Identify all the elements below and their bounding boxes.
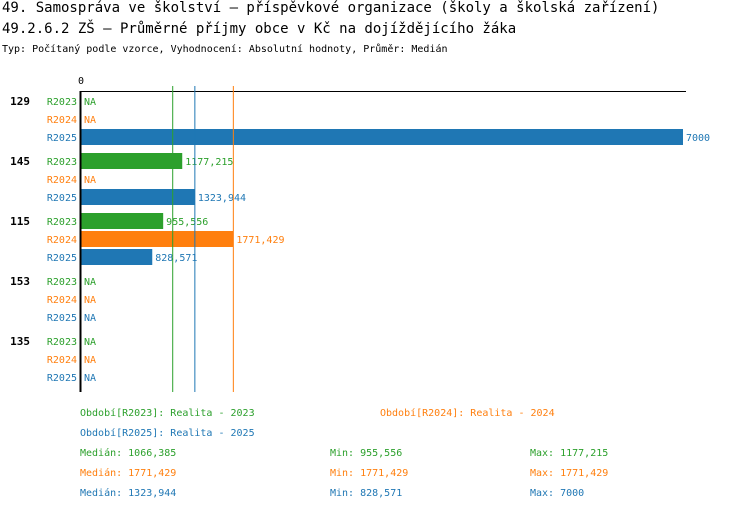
data-label: 828,571 [155,253,197,264]
data-label: NA [84,373,96,384]
chart-info: Typ: Počítaný podle vzorce, Vyhodnocení:… [2,44,448,55]
group-label: 153 [10,275,30,288]
series-label: R2024 [47,175,77,186]
legend-r2023: Období[R2023]: Realita - 2023 [80,408,255,419]
stat-max-r2025: Max: 7000 [530,488,585,499]
stat-median-r2023: Medián: 1066,385 [80,448,177,459]
bar [81,249,153,265]
bar [81,153,183,169]
series-label: R2023 [47,157,77,168]
stat-min-r2024: Min: 1771,429 [330,468,409,479]
stat-min-r2025: Min: 828,571 [330,488,403,499]
data-label: NA [84,97,96,108]
bar [81,213,164,229]
data-label: NA [84,175,96,186]
data-label: 1177,215 [185,157,233,168]
series-label: R2024 [47,355,77,366]
series-label: R2024 [47,115,77,126]
bar [81,129,683,145]
data-label: 1771,429 [236,235,284,246]
x-axis-zero-label: 0 [78,76,84,87]
group-label: 129 [10,95,30,108]
data-label: 7000 [686,133,710,144]
data-label: NA [84,115,96,126]
series-label: R2023 [47,97,77,108]
data-label: NA [84,313,96,324]
chart-subtitle: 49.2.6.2 ZŠ – Průměrné příjmy obce v Kč … [2,21,517,37]
stat-median-r2024: Medián: 1771,429 [80,468,177,479]
stat-min-r2023: Min: 955,556 [330,448,403,459]
series-label: R2024 [47,235,77,246]
group-label: 145 [10,155,30,168]
data-label: NA [84,295,96,306]
series-label: R2025 [47,193,77,204]
stat-max-r2024: Max: 1771,429 [530,468,609,479]
series-label: R2024 [47,295,77,306]
data-label: 955,556 [166,217,208,228]
data-label: NA [84,337,96,348]
series-label: R2025 [47,373,77,384]
stat-max-r2023: Max: 1177,215 [530,448,609,459]
legend-r2025: Období[R2025]: Realita - 2025 [80,428,255,439]
series-label: R2025 [47,253,77,264]
stat-median-r2025: Medián: 1323,944 [80,488,177,499]
group-label: 135 [10,335,30,348]
series-label: R2025 [47,133,77,144]
series-label: R2023 [47,337,77,348]
chart-title: 49. Samospráva ve školství – příspěvkové… [2,0,660,16]
legend-r2024: Období[R2024]: Realita - 2024 [380,408,555,419]
series-label: R2023 [47,277,77,288]
data-label: 1323,944 [198,193,246,204]
data-label: NA [84,277,96,288]
series-label: R2023 [47,217,77,228]
data-label: NA [84,355,96,366]
group-label: 115 [10,215,30,228]
bar [81,189,195,205]
bar-chart: 0 129 R2023 NA R2024 NA R2025 7000 145 R2023 1177,… [10,76,710,392]
bar [81,231,234,247]
series-label: R2025 [47,313,77,324]
